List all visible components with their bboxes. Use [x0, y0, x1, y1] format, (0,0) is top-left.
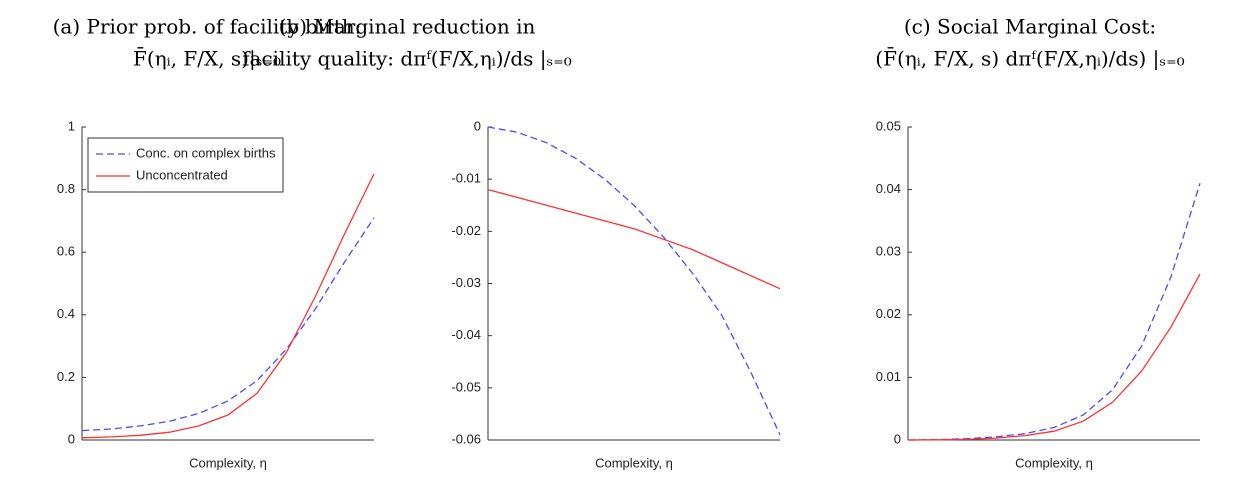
y-tick-label: -0.03 [451, 275, 481, 290]
y-tick-label: 0 [68, 431, 75, 446]
chart-subtitle: (F̄(ηᵢ, F/X, s) dπᶠ(F/X,ηᵢ)/ds) |ₛ₌₀ [875, 46, 1184, 72]
legend-box [87, 137, 284, 193]
y-tick-label: 0.2 [57, 369, 75, 384]
series-line [907, 183, 1201, 441]
y-tick-label: 0 [474, 118, 481, 133]
y-tick-label: 0.01 [876, 369, 901, 384]
x-axis-label: Complexity, η [189, 455, 267, 470]
y-tick-label: 0.4 [57, 306, 75, 321]
y-tick-label: 0.6 [57, 244, 75, 259]
chart-subtitle: F̄(ηᵢ, F/X, s)|ₛ₌₀ [133, 46, 281, 72]
x-axis-label: Complexity, η [595, 455, 673, 470]
chart-title: (a) Prior prob. of facility birth: [53, 15, 362, 39]
y-tick-label: 0.02 [876, 306, 901, 321]
y-tick-label: -0.02 [451, 223, 481, 238]
series-line [487, 188, 781, 290]
y-tick-label: 0.05 [876, 118, 901, 133]
y-tick-label: 1 [68, 118, 75, 133]
y-tick-label: 0.03 [876, 244, 901, 259]
legend-label: Conc. on complex births [136, 145, 276, 160]
chart-title: (b) Marginal reduction in [279, 15, 536, 39]
y-tick-label: -0.01 [451, 171, 481, 186]
y-tick-label: 0.8 [57, 181, 75, 196]
chart-title: (c) Social Marginal Cost: [904, 15, 1156, 39]
y-tick-label: -0.05 [451, 379, 481, 394]
y-tick-label: -0.06 [451, 431, 481, 446]
series-line [81, 217, 375, 432]
series-line [487, 126, 781, 436]
legend-label: Unconcentrated [136, 167, 228, 182]
y-tick-label: 0 [894, 431, 901, 446]
y-tick-label: -0.04 [451, 327, 481, 342]
x-axis-label: Complexity, η [1015, 455, 1093, 470]
series-line [907, 273, 1201, 441]
y-tick-label: 0.04 [876, 181, 901, 196]
chart-subtitle: facility quality: dπᶠ(F/X,ηᵢ)/ds |ₛ₌₀ [242, 47, 572, 72]
series-line [81, 173, 375, 439]
